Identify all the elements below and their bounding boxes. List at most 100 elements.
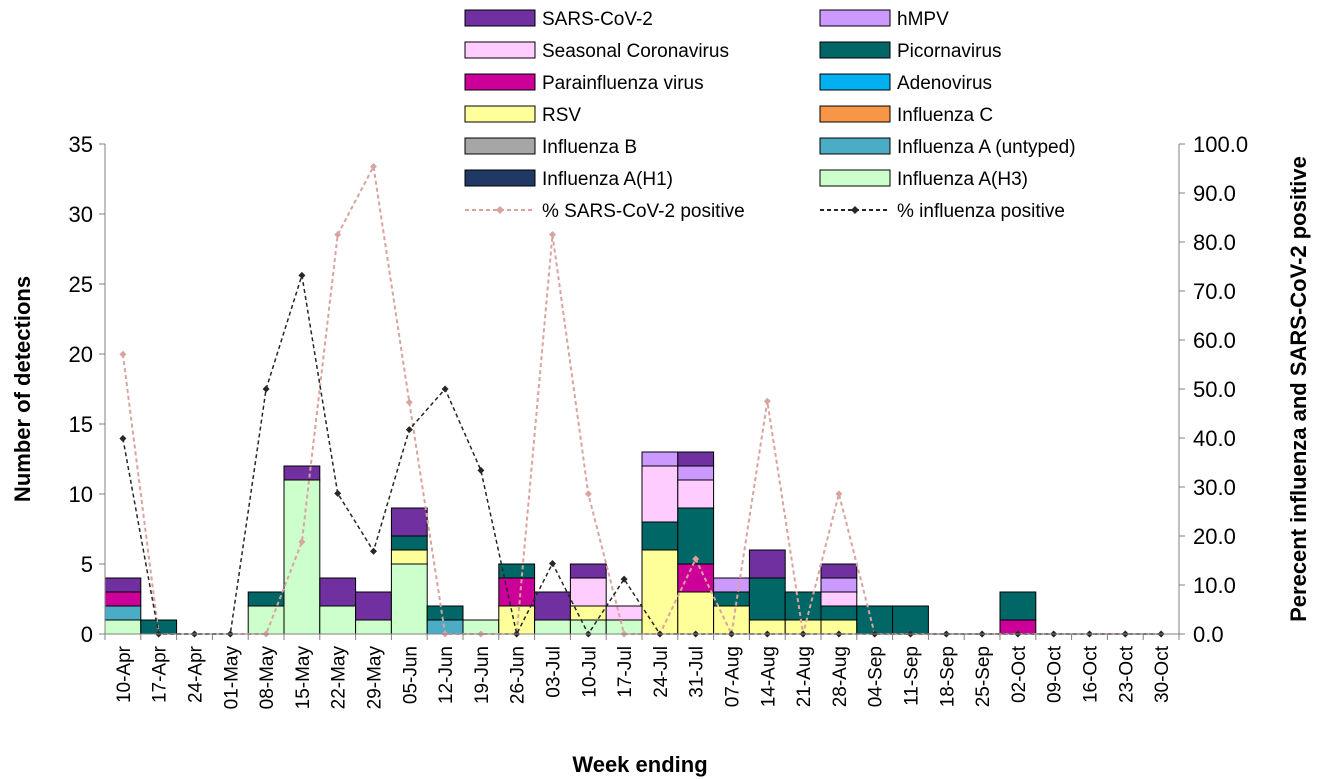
bar-segment-influenza-a-h3--15-may bbox=[283, 479, 321, 635]
legend-label-rsv: RSV bbox=[542, 105, 581, 126]
y-tick-label: 15 bbox=[69, 412, 93, 437]
x-tick-label: 30-Oct bbox=[1152, 645, 1173, 703]
legend-swatch-influenza-a-untyped bbox=[819, 137, 891, 155]
y-tick-label: 20 bbox=[69, 342, 93, 367]
legend-label-picornavirus: Picornavirus bbox=[897, 41, 1002, 62]
bar-segment-sars-cov-2-29-may bbox=[355, 591, 392, 621]
x-tick-label: 01-May bbox=[221, 646, 242, 710]
legend-label-sars-cov-2-positive: % SARS-CoV-2 positive bbox=[542, 201, 745, 222]
bar-segment-seasonal-coronavirus-10-jul bbox=[569, 577, 607, 607]
y2-tick-label: 40.0 bbox=[1193, 426, 1236, 451]
x-axis-title: Week ending bbox=[572, 752, 707, 777]
bar-segment-sars-cov-2-05-jun bbox=[390, 507, 428, 537]
bar-segment-sars-cov-2-15-may bbox=[283, 465, 321, 481]
bar-segment-seasonal-coronavirus-31-jul bbox=[677, 479, 715, 509]
x-tick-label: 22-May bbox=[329, 646, 350, 710]
bar-segment-influenza-a-h3--03-jul bbox=[534, 619, 571, 635]
bar-segment-picornavirus-04-sep bbox=[856, 605, 894, 635]
bar-segment-picornavirus-26-jun bbox=[498, 563, 536, 579]
y-tick-label: 35 bbox=[69, 132, 93, 157]
bar-segment-sars-cov-2-28-aug bbox=[820, 563, 858, 579]
bar-segment-rsv-24-jul bbox=[641, 549, 679, 635]
x-tick-label: 24-Jul bbox=[651, 646, 672, 698]
legend-label-influenza-a-h3: Influenza A(H3) bbox=[897, 169, 1028, 190]
line-point--sars-cov-2-positive-31-jul bbox=[692, 555, 700, 563]
legend-swatch-influenza-a-h1 bbox=[464, 169, 536, 187]
y2-axis-title: Perecent influenza and SARS-CoV-2 positi… bbox=[1286, 156, 1311, 622]
axes: 0 5 10 15 20 25 30 35 0.0 10.0 20.0 30.0 40.0 50.0 60.… bbox=[69, 132, 1249, 709]
x-tick-label: 09-Oct bbox=[1045, 645, 1066, 703]
x-tick-label: 18-Sep bbox=[937, 646, 958, 707]
y-tick-label: 0 bbox=[81, 622, 93, 647]
line-point--influenza-positive-05-jun bbox=[405, 426, 413, 434]
legend-label-sars-cov-2: SARS-CoV-2 bbox=[542, 9, 653, 30]
line-point--sars-cov-2-positive-28-aug bbox=[835, 490, 843, 498]
line-point--influenza-positive-03-jul bbox=[549, 559, 556, 567]
legend-label-influenza-a-h1: Influenza A(H1) bbox=[542, 169, 673, 190]
x-tick-label: 03-Jul bbox=[544, 646, 565, 698]
x-tick-label: 19-Jun bbox=[472, 646, 493, 704]
legend-label-hmpv: hMPV bbox=[897, 9, 949, 30]
line-point--influenza-positive-10-apr bbox=[119, 434, 127, 442]
y2-tick-label: 90.0 bbox=[1193, 181, 1236, 206]
x-tick-label: 28-Aug bbox=[830, 646, 851, 707]
x-tick-label: 25-Sep bbox=[973, 646, 994, 707]
bar-segment-influenza-a-h3--22-may bbox=[319, 605, 357, 635]
bar-segment-picornavirus-02-oct bbox=[999, 591, 1037, 621]
legend: SARS-CoV-2 hMPV Seasonal Coronavirus Picorn… bbox=[464, 9, 1076, 222]
bar-segment-rsv-31-jul bbox=[677, 591, 715, 635]
bar-segment-picornavirus-24-jul bbox=[641, 521, 679, 551]
bar-segment-picornavirus-12-jun bbox=[426, 605, 464, 621]
line-point--sars-cov-2-positive-03-jul bbox=[549, 231, 556, 239]
bar-segment-picornavirus-07-aug bbox=[713, 591, 750, 607]
line--sars-cov-2-positive bbox=[121, 163, 1162, 638]
legend-swatch-hmpv bbox=[819, 9, 891, 27]
bar-segment-seasonal-coronavirus-24-jul bbox=[641, 465, 679, 523]
x-tick-label: 10-Apr bbox=[114, 645, 135, 703]
bar-segment-picornavirus-21-aug bbox=[784, 591, 822, 621]
legend-swatch-influenza-a-h3 bbox=[819, 169, 891, 187]
x-tick-label: 08-May bbox=[257, 646, 278, 710]
y2-tick-label: 50.0 bbox=[1193, 377, 1236, 402]
x-tick-label: 02-Oct bbox=[1009, 645, 1030, 703]
bar-segment-picornavirus-28-aug bbox=[820, 605, 858, 621]
x-tick-label: 10-Jul bbox=[579, 646, 600, 698]
line-point--sars-cov-2-positive-29-may bbox=[370, 163, 377, 171]
y-tick-label: 10 bbox=[69, 482, 93, 507]
bar-segment-sars-cov-2-10-apr bbox=[104, 577, 142, 593]
bar-segment-sars-cov-2-10-jul bbox=[569, 563, 607, 579]
x-tick-label: 15-May bbox=[293, 646, 314, 710]
bar-segment-influenza-a-h3--08-may bbox=[247, 605, 285, 635]
line-point--influenza-positive-12-jun bbox=[441, 385, 449, 393]
legend-swatch-parainfluenza-virus bbox=[464, 73, 536, 91]
x-tick-label: 04-Sep bbox=[866, 646, 887, 707]
y2-tick-label: 60.0 bbox=[1193, 328, 1236, 353]
y-tick-label: 25 bbox=[69, 272, 93, 297]
legend-swatch-influenza-c bbox=[819, 105, 891, 123]
bar-segment-picornavirus-11-sep bbox=[892, 605, 929, 635]
line-point--influenza-positive-22-may bbox=[334, 489, 342, 497]
y2-tick-label: 0.0 bbox=[1193, 622, 1224, 647]
bar-segment-hmpv-24-jul bbox=[641, 451, 679, 467]
bar-segment-sars-cov-2-03-jul bbox=[534, 591, 571, 621]
bar-segment-seasonal-coronavirus-28-aug bbox=[820, 591, 858, 607]
legend-label-parainfluenza-virus: Parainfluenza virus bbox=[542, 73, 704, 94]
x-tick-label: 05-Jun bbox=[400, 646, 421, 704]
line-point--influenza-positive-29-may bbox=[370, 547, 377, 555]
bar-segment-sars-cov-2-14-aug bbox=[748, 549, 786, 579]
y2-tick-label: 80.0 bbox=[1193, 230, 1236, 255]
y2-tick-label: 30.0 bbox=[1193, 475, 1236, 500]
x-tick-label: 16-Oct bbox=[1081, 645, 1102, 703]
x-tick-label: 17-Apr bbox=[150, 645, 171, 703]
bar-segment-hmpv-28-aug bbox=[820, 577, 858, 593]
y2-tick-label: 10.0 bbox=[1193, 573, 1236, 598]
x-tick-label: 23-Oct bbox=[1116, 645, 1137, 703]
x-tick-label: 26-Jun bbox=[508, 646, 529, 704]
line-point--influenza-positive-08-may bbox=[262, 385, 270, 393]
y-tick-label: 30 bbox=[69, 202, 93, 227]
line-point--influenza-positive-15-may bbox=[298, 271, 306, 279]
x-tick-label: 24-Apr bbox=[186, 645, 207, 703]
line-point--influenza-positive-17-jul bbox=[620, 575, 628, 583]
x-tick-label: 07-Aug bbox=[723, 646, 744, 707]
